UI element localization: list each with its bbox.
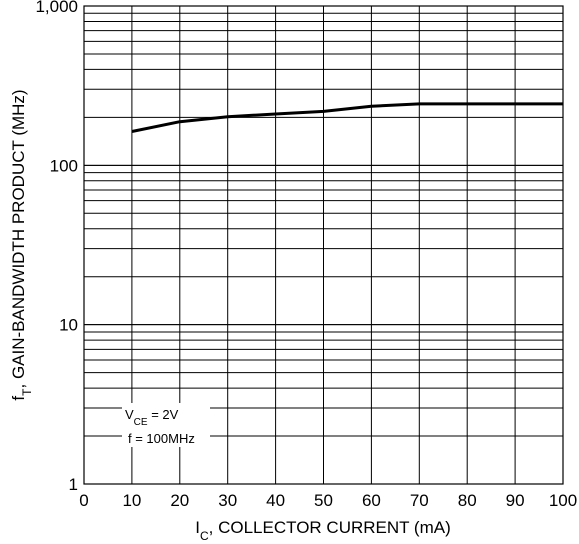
x-tick-label: 70	[410, 491, 429, 510]
y-tick-label: 1	[69, 475, 78, 494]
x-axis-label: IC, COLLECTOR CURRENT (mA)	[195, 518, 451, 543]
grid-lines	[84, 6, 563, 484]
y-axis-label: fT, GAIN-BANDWIDTH PRODUCT (MHz)	[9, 89, 34, 400]
y-tick-label: 100	[50, 156, 78, 175]
y-tick-label: 1,000	[35, 0, 78, 16]
plot-frame	[83, 5, 564, 485]
series-layer	[131, 102, 563, 133]
y-tick-label: 10	[59, 316, 78, 335]
x-tick-label: 60	[362, 491, 381, 510]
annotation-mask	[122, 403, 210, 447]
x-tick-label: 10	[122, 491, 141, 510]
x-tick-label: 80	[458, 491, 477, 510]
x-tick-label: 100	[549, 491, 577, 510]
condition-annotation: VCE = 2V f = 100MHz	[122, 403, 210, 447]
x-tick-label: 20	[170, 491, 189, 510]
x-tick-label: 50	[314, 491, 333, 510]
annotation-vce: VCE = 2V	[125, 407, 179, 428]
annotation-frequency: f = 100MHz	[128, 431, 195, 446]
x-tick-label: 90	[506, 491, 525, 510]
x-tick-label: 30	[218, 491, 237, 510]
x-tick-label: 40	[266, 491, 285, 510]
x-tick-label: 0	[79, 491, 88, 510]
series-line	[131, 102, 563, 133]
